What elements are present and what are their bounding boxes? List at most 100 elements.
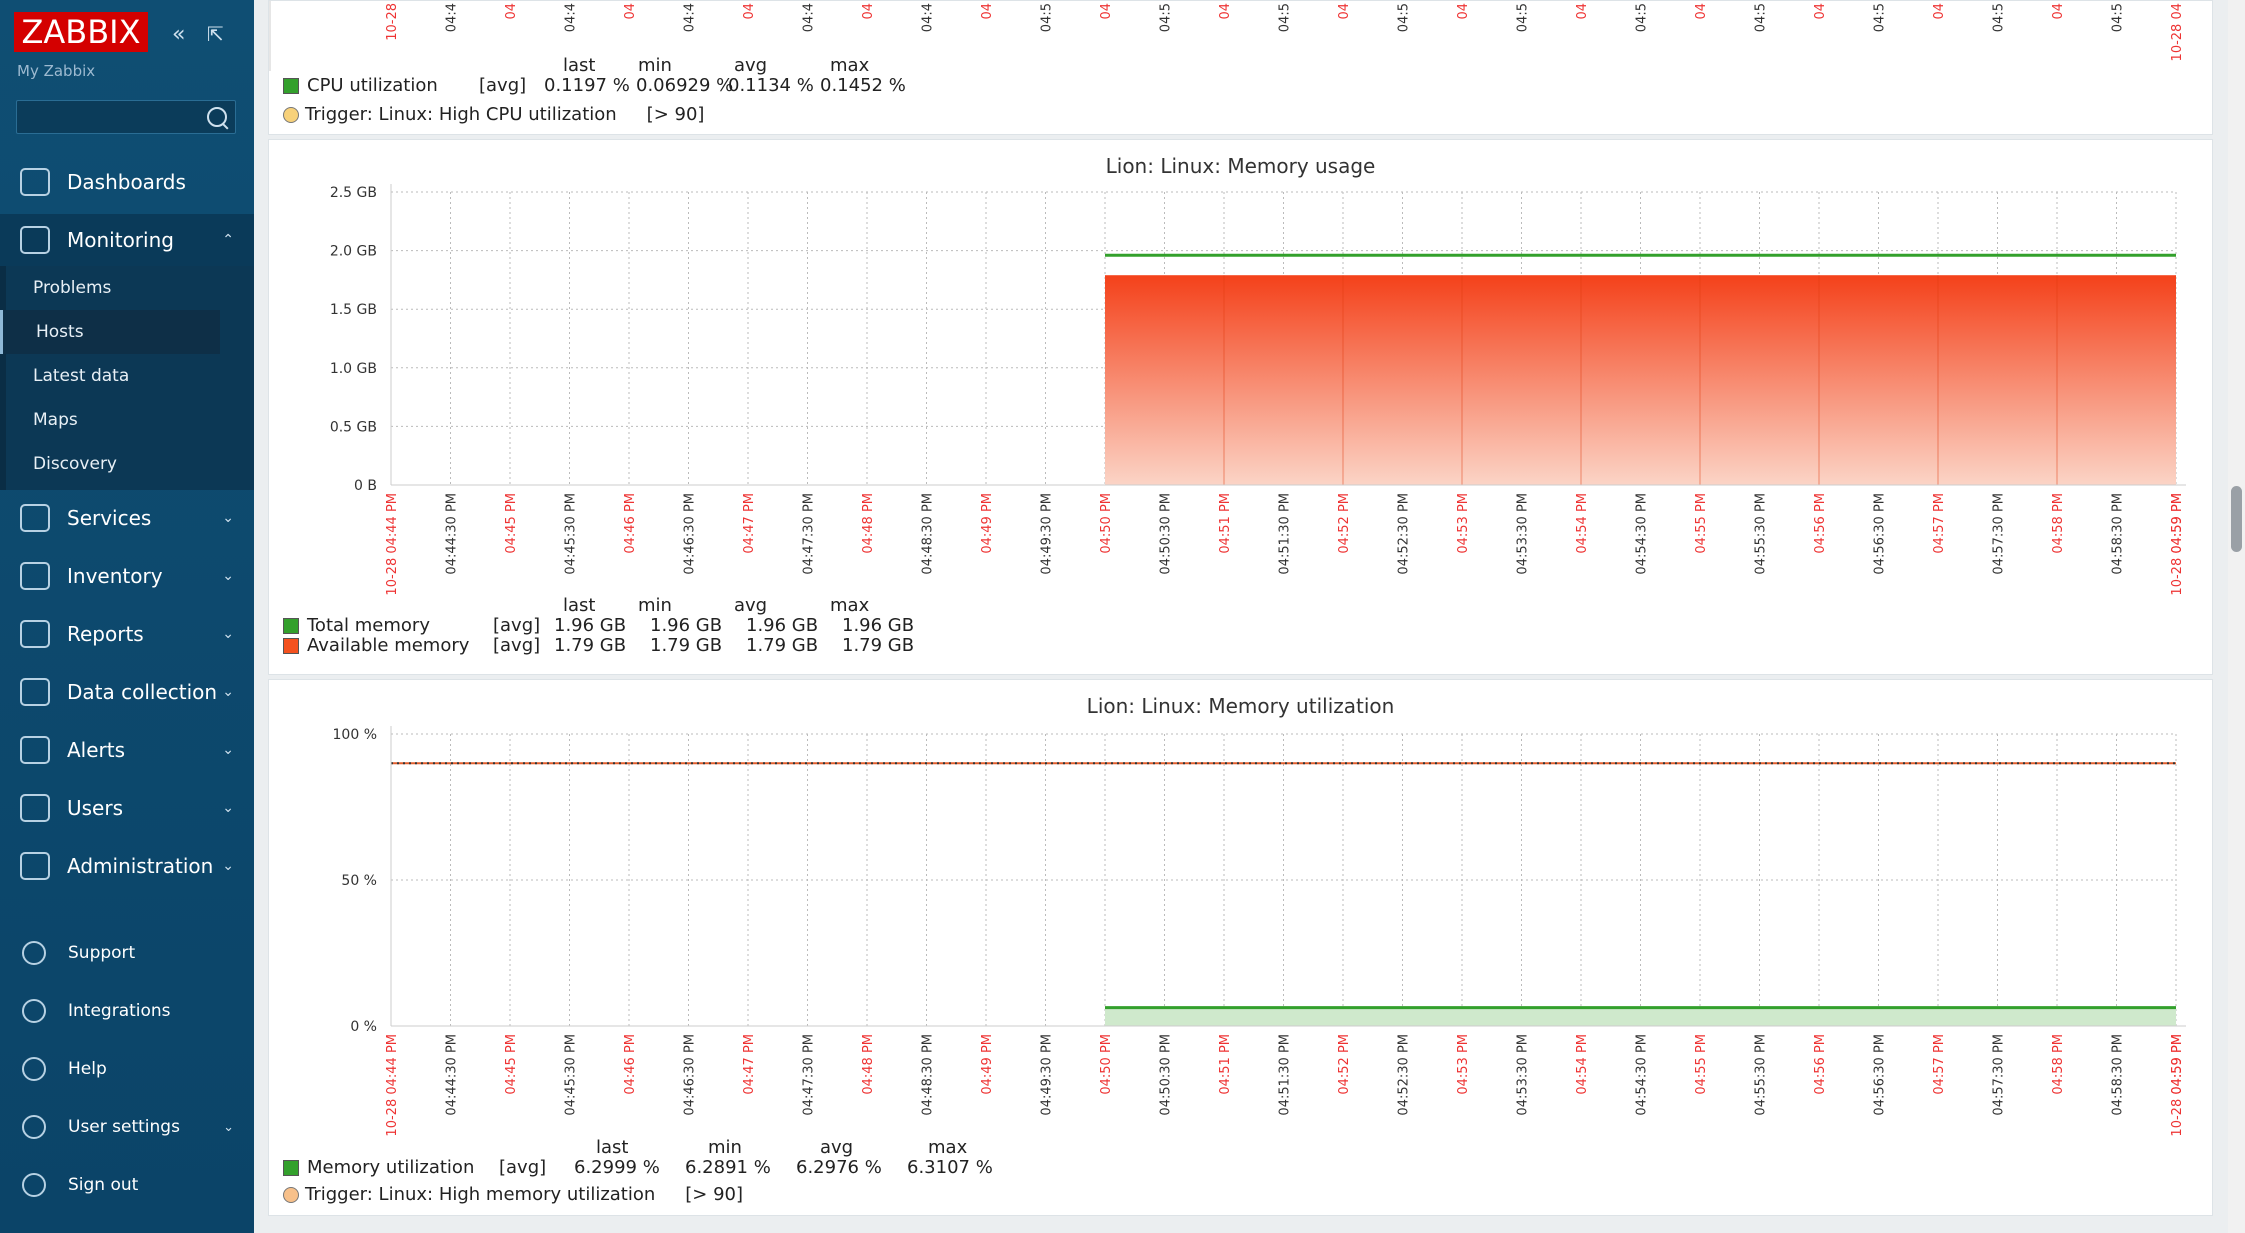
menu-services[interactable]: Services ⌄: [0, 492, 254, 544]
menu-label: Alerts: [67, 738, 126, 762]
y-tick-label: 0 %: [350, 1019, 377, 1035]
menu-data-collection[interactable]: Data collection ⌄: [0, 666, 254, 718]
menu-support[interactable]: Support: [0, 928, 254, 978]
x-tick-label: 04:49 PM: [980, 1034, 995, 1095]
menu-label: Administration: [67, 854, 214, 878]
legend-name: CPU utilization: [307, 75, 438, 96]
menu-reports[interactable]: Reports ⌄: [0, 608, 254, 660]
memory-utilization-plot[interactable]: 100 % 50 % 0 % 10-28 04:44 PM 04:44:30 PM 04:…: [269, 680, 2212, 1150]
legend-func: [avg]: [493, 615, 541, 636]
legend-min: 0.06929 %: [636, 75, 734, 96]
x-tick-label: 04:51:30 PM: [1278, 493, 1293, 575]
legend-max: 6.3107 %: [907, 1157, 993, 1178]
legend-func: [avg]: [499, 1157, 547, 1178]
submenu-maps[interactable]: Maps: [33, 410, 78, 430]
x-tick-label: 04:46 PM: [623, 1034, 638, 1095]
legend-swatch: [283, 618, 299, 634]
double-chevron-left-icon[interactable]: «: [172, 22, 186, 47]
x-tick-label: 04:45 PM: [504, 1034, 519, 1095]
legend-avg: 0.1134 %: [728, 75, 814, 96]
memory-usage-plot[interactable]: 2.5 GB 2.0 GB 1.5 GB 1.0 GB 0.5 GB 0 B 10-28 0…: [269, 140, 2212, 610]
legend-name: Memory utilization: [307, 1157, 475, 1178]
gear-icon: [20, 852, 50, 880]
y-tick-label: 50 %: [341, 873, 377, 889]
graph-title: Lion: Linux: Memory utilization: [1086, 694, 1395, 718]
memory-utilization-legend: last min avg max Memory utilization [avg…: [269, 1137, 1069, 1197]
menu-label: Monitoring: [67, 228, 174, 252]
x-tick-label: 04:57:30 PM: [1992, 1034, 2007, 1116]
x-tick-label: 04:57 PM: [1932, 1034, 1947, 1095]
x-tick-label: 04:5: [1754, 3, 1769, 32]
x-tick-label: 04: [1694, 3, 1709, 20]
menu-users[interactable]: Users ⌄: [0, 782, 254, 834]
x-tick-label: 04: [1813, 3, 1828, 20]
x-tick-label: 04:5: [1873, 3, 1888, 32]
x-tick-label: 04:58:30 PM: [2111, 493, 2126, 575]
submenu-problems[interactable]: Problems: [33, 278, 112, 298]
menu-alerts[interactable]: Alerts ⌄: [0, 724, 254, 776]
x-tick-label: 04:57:30 PM: [1992, 493, 2007, 575]
reports-icon: [20, 620, 50, 648]
services-icon: [20, 504, 50, 532]
x-tick-label: 04:46 PM: [623, 493, 638, 554]
legend-swatch: [283, 638, 299, 654]
x-tick-label: 04:48:30 PM: [921, 493, 936, 575]
menu-label: Support: [68, 943, 136, 963]
chevron-down-icon: ⌄: [223, 1119, 234, 1135]
x-tick-label: 04:5: [1516, 3, 1531, 32]
x-tick-label: 04:46:30 PM: [683, 493, 698, 575]
menu-integrations[interactable]: Integrations: [0, 986, 254, 1036]
submenu-hosts[interactable]: Hosts: [0, 310, 220, 354]
x-tick-label: 04:51 PM: [1218, 1034, 1233, 1095]
x-tick-label: 04:54 PM: [1575, 493, 1590, 554]
menu-label: Data collection: [67, 680, 218, 704]
page-scrollbar[interactable]: [2228, 0, 2245, 1233]
legend-header-min: min: [638, 595, 672, 616]
menu-help[interactable]: Help: [0, 1044, 254, 1094]
menu-monitoring[interactable]: Monitoring ⌃: [0, 214, 254, 266]
x-tick-label: 04:55:30 PM: [1754, 493, 1769, 575]
x-tick-label: 04:55 PM: [1694, 493, 1709, 554]
cpu-graph-panel: 10-28 04:4 04 04:4 04 04:4 04 04:4 04 04:4 04 04:5 0…: [268, 0, 2213, 135]
legend-header-max: max: [830, 55, 870, 76]
user-icon: [22, 1115, 46, 1139]
chevron-down-icon: ⌄: [222, 858, 234, 874]
x-tick-label: 04: [1099, 3, 1114, 20]
legend-avg: 1.79 GB: [746, 635, 819, 656]
expand-window-icon[interactable]: ⇱: [207, 22, 224, 46]
legend-name: Available memory: [307, 635, 470, 656]
legend-swatch: [283, 78, 299, 94]
x-tick-label: 04:58:30 PM: [2111, 1034, 2126, 1116]
zabbix-logo[interactable]: ZABBIX: [14, 12, 148, 52]
x-tick-label: 04:55 PM: [1694, 1034, 1709, 1095]
x-tick-label: 04:45:30 PM: [564, 493, 579, 575]
legend-last: 0.1197 %: [544, 75, 630, 96]
x-tick-label: 04:55:30 PM: [1754, 1034, 1769, 1116]
x-tick-label: 04: [504, 3, 519, 20]
menu-sign-out[interactable]: Sign out: [0, 1160, 254, 1210]
y-tick-label: 0 B: [354, 478, 377, 494]
x-tick-label: 04:53:30 PM: [1516, 493, 1531, 575]
main-content: 10-28 04:4 04 04:4 04 04:4 04 04:4 04 04:4 04 04:5 0…: [254, 0, 2228, 1233]
submenu-latest-data[interactable]: Latest data: [33, 366, 130, 386]
submenu-discovery[interactable]: Discovery: [33, 454, 117, 474]
menu-administration[interactable]: Administration ⌄: [0, 840, 254, 892]
y-tick-label: 2.5 GB: [330, 185, 377, 201]
trigger-label: Trigger: Linux: High memory utilization: [305, 1184, 656, 1205]
menu-label: Services: [67, 506, 152, 530]
x-tick-label: 04:50 PM: [1099, 1034, 1114, 1095]
sidebar: ZABBIX « ⇱ My Zabbix Dashboards Monitori…: [0, 0, 254, 1233]
search-icon[interactable]: [207, 107, 227, 127]
chevron-down-icon: ⌄: [222, 800, 234, 816]
x-tick-label: 04:5: [1992, 3, 2007, 32]
search-input[interactable]: [16, 100, 236, 134]
x-tick-label: 04:53 PM: [1456, 493, 1471, 554]
scrollbar-thumb[interactable]: [2231, 486, 2242, 552]
memory-usage-legend: last min avg max Total memory [avg] 1.96…: [269, 595, 969, 656]
menu-inventory[interactable]: Inventory ⌄: [0, 550, 254, 602]
menu-label: Inventory: [67, 564, 163, 588]
headset-icon: [22, 941, 46, 965]
x-tick-label: 04:45 PM: [504, 493, 519, 554]
menu-user-settings[interactable]: User settings ⌄: [0, 1102, 254, 1152]
menu-dashboards[interactable]: Dashboards: [0, 156, 254, 208]
